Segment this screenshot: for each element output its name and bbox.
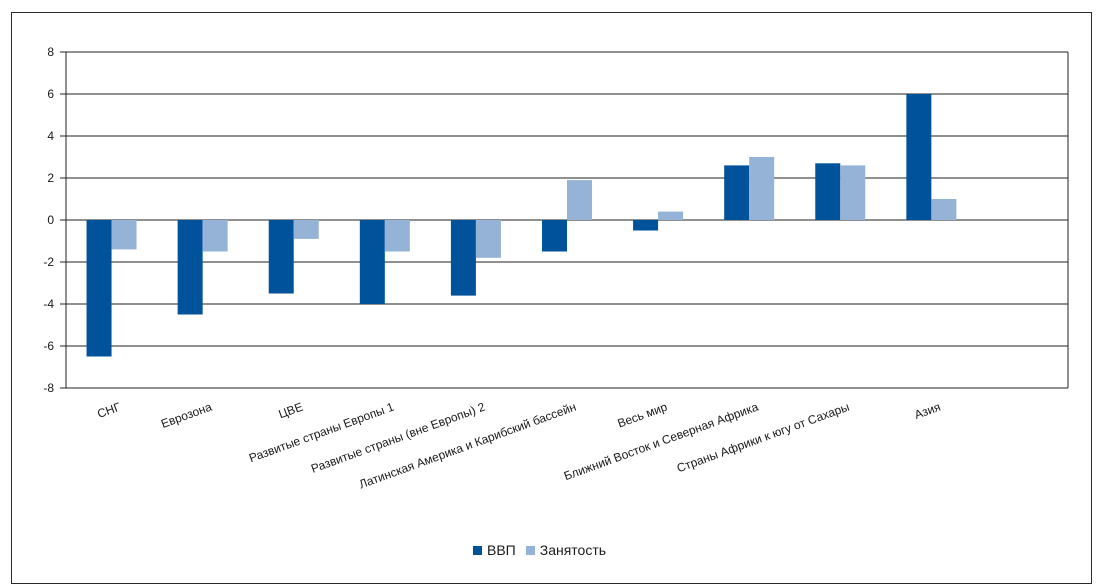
bar-employment: [111, 220, 137, 250]
bar-gdp: [724, 165, 750, 220]
x-category-label: Еврозона: [159, 400, 214, 431]
x-category-label: Азия: [912, 400, 942, 422]
bar-employment: [202, 220, 228, 252]
bar-employment: [658, 211, 684, 220]
y-tick-label: 0: [47, 213, 54, 227]
legend-swatch-employment: [525, 545, 535, 555]
y-tick-label: 2: [47, 171, 54, 185]
bar-employment: [840, 165, 866, 220]
gridlines: [66, 51, 1068, 389]
x-category-label: Страны Африки к югу от Сахары: [675, 400, 851, 476]
bar-employment: [749, 157, 775, 220]
bar-gdp: [815, 163, 841, 220]
bars: [86, 94, 957, 357]
x-category-label: Весь мир: [616, 400, 670, 431]
bar-gdp: [359, 220, 385, 304]
x-category-label: Развитые страны Европы 1: [247, 400, 396, 466]
bar-employment: [475, 220, 501, 258]
bar-employment: [567, 180, 592, 220]
legend-label-gdp: ВВП: [487, 542, 516, 558]
y-tick-label: 4: [47, 129, 54, 143]
legend-item-employment: Занятость: [525, 542, 607, 558]
y-tick-label: -6: [43, 339, 54, 353]
y-tick-label: 6: [47, 87, 54, 101]
y-tick-label: 8: [47, 45, 54, 59]
y-tick-label: -8: [43, 381, 54, 395]
bar-gdp: [450, 220, 476, 296]
legend-item-gdp: ВВП: [473, 542, 516, 558]
bar-gdp: [86, 220, 112, 357]
bar-gdp: [906, 94, 932, 220]
bar-employment: [384, 220, 410, 252]
bar-employment: [931, 199, 957, 220]
y-tick-label: -4: [43, 297, 54, 311]
x-category-label: ЦВЕ: [277, 400, 305, 422]
legend-label-employment: Занятость: [539, 542, 607, 558]
bar-gdp: [542, 220, 567, 252]
legend-swatch-gdp: [473, 545, 482, 555]
y-tick-label: -2: [43, 255, 54, 269]
x-category-label: СНГ: [95, 399, 123, 420]
legend: ВВП Занятость: [473, 542, 616, 558]
bar-employment: [293, 220, 319, 239]
y-axis: 8 6 4 2 0 -2 -4 -6 -8: [43, 45, 1069, 395]
bar-gdp: [268, 220, 294, 294]
bar-gdp: [177, 220, 203, 315]
bar-gdp: [633, 220, 659, 231]
